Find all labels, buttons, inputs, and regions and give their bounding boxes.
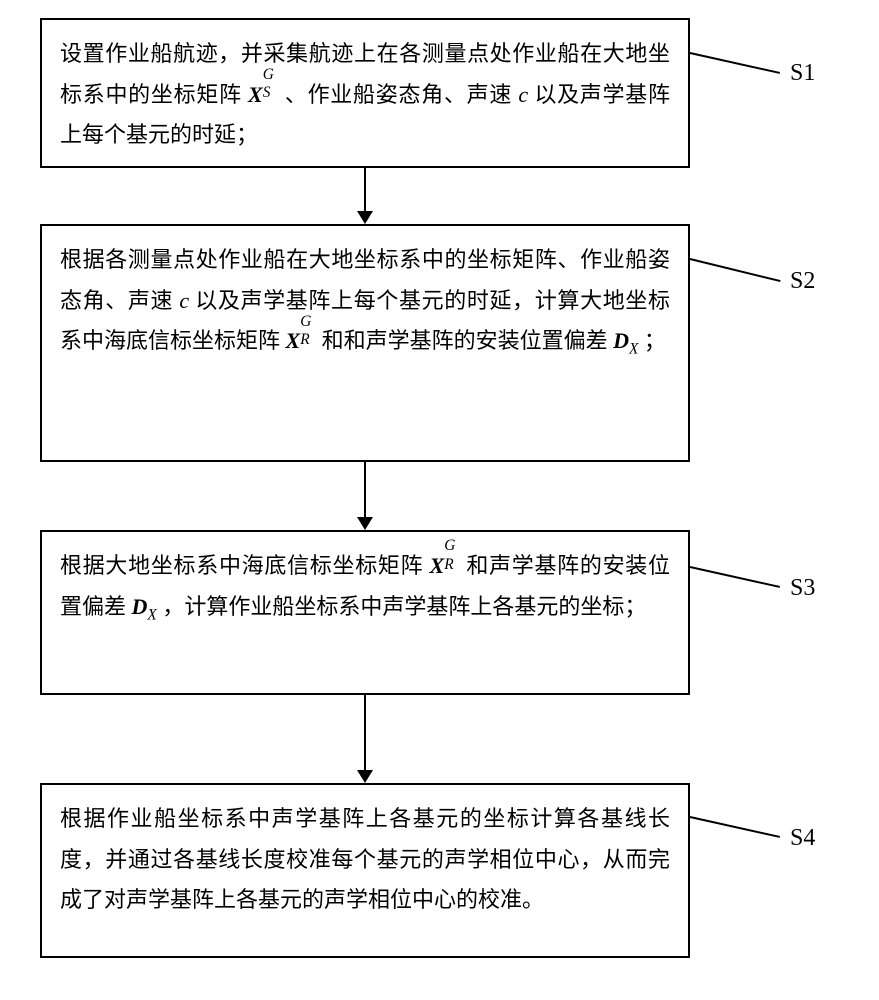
connector-s2-s3 bbox=[40, 462, 690, 530]
arrow-down-icon bbox=[357, 211, 373, 224]
step-label-s1: S1 bbox=[790, 60, 815, 87]
s4-text-full: 根据作业船坐标系中声学基阵上各基元的坐标计算各基线长度，并通过各基线长度校准每个… bbox=[60, 806, 670, 912]
s3-text-pre: 根据大地坐标系中海底信标坐标矩阵 bbox=[60, 553, 430, 578]
s2-symbol-c: c bbox=[179, 288, 189, 313]
label-connector-line bbox=[690, 258, 780, 282]
label-connector-line bbox=[690, 566, 780, 588]
step-label-s3: S3 bbox=[790, 575, 815, 602]
s3-text-post: ，计算作业船坐标系中声学基阵上各基元的坐标； bbox=[162, 594, 646, 619]
step-box-s2: 根据各测量点处作业船在大地坐标系中的坐标矩阵、作业船姿态角、声速 c 以及声学基… bbox=[40, 224, 690, 462]
s2-text-mid2: 和和声学基阵的安装位置偏差 bbox=[322, 328, 614, 353]
s2-symbol-dx: DX bbox=[613, 328, 638, 353]
flowchart-diagram: 设置作业船航迹，并采集航迹上在各测量点处作业船在大地坐标系中的坐标矩阵 XGSG… bbox=[0, 0, 879, 1000]
s1-text-mid1: 、作业船姿态角、声速 bbox=[285, 82, 519, 107]
s1-symbol-xsg: XGSG bbox=[248, 82, 279, 107]
step-box-s1: 设置作业船航迹，并采集航迹上在各测量点处作业船在大地坐标系中的坐标矩阵 XGSG… bbox=[40, 18, 690, 168]
s3-symbol-dx: DX bbox=[132, 594, 157, 619]
s3-symbol-xrg: XGRG bbox=[430, 553, 461, 578]
arrow-down-icon bbox=[357, 517, 373, 530]
step-box-s3: 根据大地坐标系中海底信标坐标矩阵 XGRG 和声学基阵的安装位置偏差 DX ，计… bbox=[40, 530, 690, 695]
step-label-s4: S4 bbox=[790, 825, 815, 852]
connector-s1-s2 bbox=[40, 168, 690, 224]
step-label-s2: S2 bbox=[790, 268, 815, 295]
s2-text-post: ； bbox=[644, 328, 666, 353]
step-box-s4: 根据作业船坐标系中声学基阵上各基元的坐标计算各基线长度，并通过各基线长度校准每个… bbox=[40, 783, 690, 958]
arrow-down-icon bbox=[357, 770, 373, 783]
s1-symbol-c: c bbox=[518, 82, 528, 107]
label-connector-line bbox=[690, 816, 780, 838]
connector-s3-s4 bbox=[40, 695, 690, 783]
label-connector-line bbox=[690, 52, 780, 74]
s2-symbol-xrg: XGRG bbox=[286, 328, 317, 353]
